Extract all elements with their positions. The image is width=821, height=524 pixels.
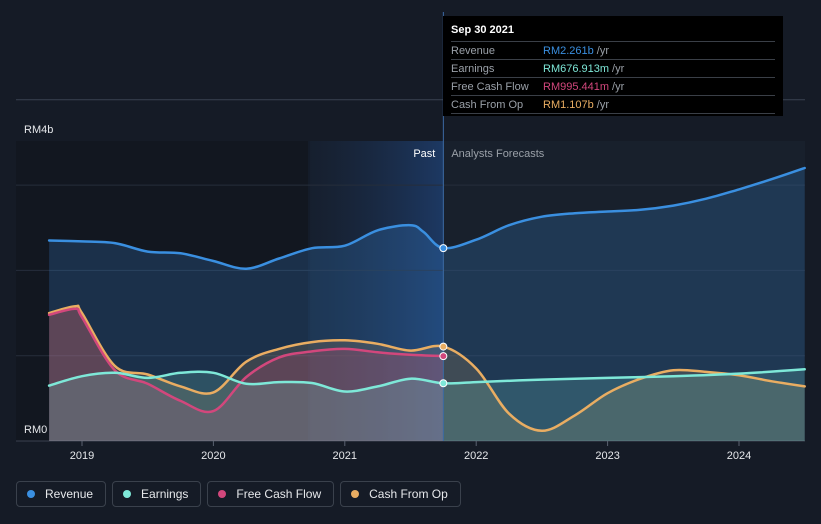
x-tick-label: 2022: [464, 450, 488, 462]
x-tick-label: 2020: [201, 450, 225, 462]
legend-item-earnings[interactable]: Earnings: [112, 481, 202, 507]
tooltip-row-value: RM2.261b: [543, 44, 594, 57]
earnings-line: [47, 368, 806, 393]
revenue-dot-icon: [27, 490, 35, 498]
tooltip-row-unit: /yr: [612, 62, 625, 75]
free-cash-flow-area: [49, 308, 444, 441]
revenue-marker: [439, 244, 448, 253]
revenue-line: [47, 166, 806, 270]
tooltip-row-label: Cash From Op: [451, 98, 524, 111]
tooltip-row-value: RM995.441m: [543, 80, 610, 93]
y-tick-label-bottom: RM0: [24, 424, 47, 436]
y-tick-label-top: RM4b: [24, 124, 53, 136]
free-cash-flow-marker: [439, 352, 448, 361]
tooltip-row-unit: /yr: [612, 80, 625, 93]
cash-from-op-dot-icon: [351, 490, 360, 498]
x-tick-label: 2024: [727, 450, 751, 462]
revenue-area: [49, 168, 805, 441]
past-label: Past: [413, 148, 435, 160]
tooltip-row-label: Revenue: [451, 44, 496, 57]
tooltip-row-value: RM1.107b: [543, 98, 594, 111]
tooltip: Sep 30 2021 Revenue RM2.261b /yr Earning…: [443, 16, 783, 116]
tooltip-row-value: RM676.913m: [543, 62, 610, 75]
earnings-dot-icon: [123, 490, 132, 498]
x-tick-label: 2021: [333, 450, 357, 462]
tooltip-row: Revenue RM2.261b /yr: [451, 41, 775, 59]
cash-from-op-line: [47, 304, 806, 433]
x-tick-label: 2023: [595, 450, 619, 462]
tooltip-row-label: Free Cash Flow: [451, 80, 529, 93]
tooltip-row: Free Cash Flow RM995.441m /yr: [451, 77, 775, 95]
tooltip-row: Cash From Op RM1.107b /yr: [451, 95, 775, 114]
legend-label: Cash From Op: [369, 487, 448, 501]
legend-label: Free Cash Flow: [236, 487, 322, 501]
x-axis: 2019 2020 2021 2022 2023 2024: [70, 441, 751, 462]
x-tick-label: 2019: [70, 450, 94, 462]
past-highlight-band: [308, 141, 444, 441]
forecast-label: Analysts Forecasts: [451, 148, 544, 160]
legend-item-revenue[interactable]: Revenue: [16, 481, 107, 507]
earnings-marker: [439, 379, 448, 388]
tooltip-row-unit: /yr: [596, 98, 609, 111]
cash-from-op-area: [49, 305, 805, 441]
legend-label: Revenue: [45, 487, 94, 501]
free-cash-flow-dot-icon: [218, 490, 227, 498]
tooltip-row-label: Earnings: [451, 62, 495, 75]
series-areas: [49, 168, 805, 441]
forecast-area-bg: [443, 141, 805, 441]
tooltip-row-unit: /yr: [596, 44, 609, 57]
tooltip-date: Sep 30 2021: [451, 24, 514, 36]
legend-item-cash-from-op[interactable]: Cash From Op: [340, 481, 461, 507]
tooltip-row: Earnings RM676.913m /yr: [451, 59, 775, 77]
cash-from-op-marker: [439, 342, 448, 351]
legend-item-free-cash-flow[interactable]: Free Cash Flow: [207, 481, 335, 507]
free-cash-flow-line: [47, 307, 445, 414]
legend: Revenue Earnings Free Cash Flow Cash Fro…: [16, 481, 461, 507]
series-markers: [439, 244, 448, 388]
series-lines: [47, 166, 806, 433]
legend-label: Earnings: [141, 487, 189, 501]
